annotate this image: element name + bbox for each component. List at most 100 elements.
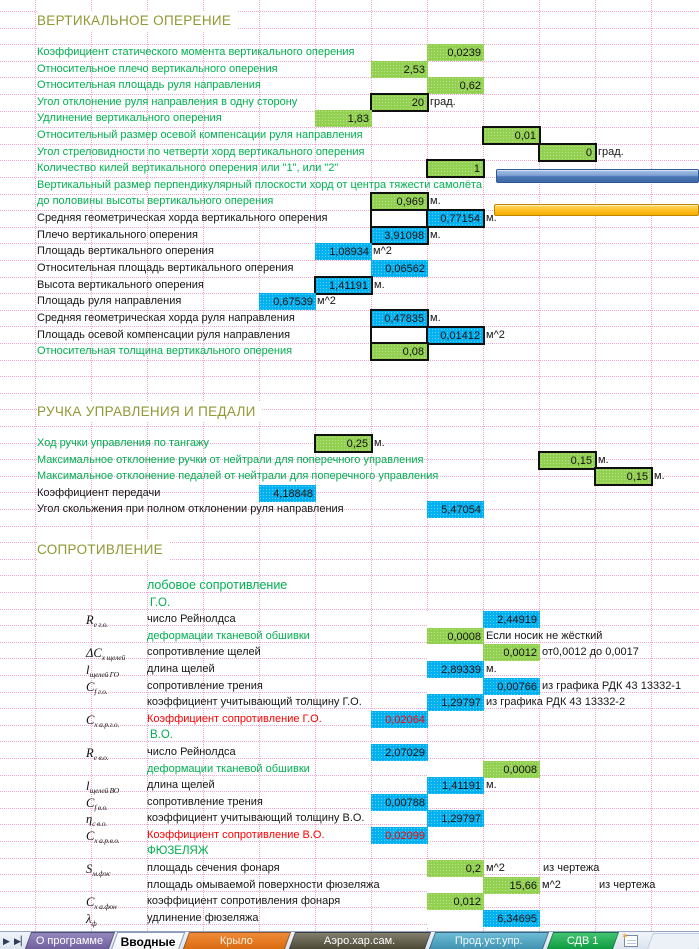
sheet-tab-крыло[interactable]: Крыло [182,932,292,949]
value-cell[interactable] [427,910,484,927]
gridline-horizontal [0,44,699,46]
formula-symbol: ηс в.о. [86,811,107,828]
gridline-horizontal [0,160,699,162]
row-label: Количество килей вертикального оперения … [37,162,339,174]
value-cell[interactable]: 0,15 [538,451,597,470]
value-cell[interactable]: 0,01412 [426,326,485,345]
subsection-heading: Г.О. [150,597,171,609]
value-cell[interactable]: 0,2 [427,860,484,877]
value-cell[interactable]: 2,89339 [427,661,484,678]
row-label: Угол отклонение руля направления в одну … [37,96,298,108]
value-cell[interactable]: 0,0239 [427,44,484,61]
value-cell[interactable]: 0,06562 [371,260,428,277]
value-cell[interactable]: 4,18848 [259,485,316,502]
value-cell[interactable] [427,644,484,661]
value-cell[interactable]: 2,53 [371,61,428,78]
value-cell[interactable]: 0,0008 [427,628,484,645]
gridline-vertical [427,0,428,931]
formula-symbol-subscript: х а.р.в.о. [94,836,120,845]
value-cell[interactable]: 0,0012 [483,644,540,661]
gridline-horizontal [0,193,699,195]
value-cell[interactable]: 20 [370,93,429,112]
value-cell[interactable] [427,877,484,894]
value-cell[interactable]: 0,08 [370,342,429,361]
value-cell[interactable]: 3,91098 [370,226,429,245]
gridline-horizontal [0,525,699,527]
value-cell[interactable]: 1,08934 [315,243,372,260]
value-cell[interactable]: 0,00788 [371,794,428,811]
row-label: Максимальное отклонение педалей от нейтр… [37,470,439,482]
formula-symbol: λф [86,911,97,928]
value-cell[interactable]: 1,41191 [427,777,484,794]
note-text: от0,0012 до 0,0017 [542,646,639,658]
gridline-horizontal [0,857,699,859]
row-label: Относительная площадь руля направления [37,79,261,91]
sheet-tab-о-программе[interactable]: О программе [24,932,116,949]
row-label: коэффициент учитывающий толщину Г.О. [147,696,362,708]
formula-symbol: lщелей ГО [86,662,119,679]
value-cell[interactable]: 0,012 [427,893,484,910]
tab-scroll-next-button[interactable]: ▶ [3,936,10,946]
formula-symbol: Cх а.р.г.о. [86,712,120,729]
value-cell[interactable]: 0,01 [482,126,541,145]
value-cell[interactable]: 0,969 [370,192,429,211]
gridline-horizontal [0,791,699,793]
insert-worksheet-button[interactable]: ✶ [621,931,638,947]
gridline-horizontal [0,741,699,743]
gridline-horizontal [0,691,699,693]
value-cell[interactable]: 0,0008 [483,761,540,778]
value-cell[interactable]: 0,00766 [483,678,540,695]
gridline-horizontal [0,608,699,610]
value-cell[interactable]: 1,83 [315,110,372,127]
gridline-vertical [259,0,260,931]
section-heading: ВЕРТИКАЛЬНОЕ ОПЕРЕНИЕ [37,11,238,31]
gridline-horizontal [0,824,699,826]
unit-label: град. [598,146,624,158]
value-cell[interactable]: 0,77154 [426,209,485,228]
value-cell[interactable]: 0,15 [594,467,653,486]
sheet-tab-прод-уст-упр-[interactable]: Прод.уст.упр. [428,932,550,949]
value-cell[interactable]: 1 [426,159,485,178]
value-cell[interactable]: 0,02064 [371,711,428,728]
unit-label: м^2 [317,295,336,307]
unit-label: м. [374,437,385,449]
sheet-tab-вводные[interactable]: Вводные [110,932,186,949]
sheet-tab-label: Прод.уст.упр. [454,935,523,947]
value-cell[interactable]: 2,44919 [483,611,540,628]
tab-scroll-last-button[interactable]: ▶▏ [14,936,28,946]
gridline-horizontal [0,94,699,95]
value-cell[interactable]: 0,67539 [259,293,316,310]
value-cell[interactable]: 0,62 [427,77,484,94]
formula-symbol-subscript: х а.р.г.о. [94,720,120,729]
gridline-horizontal [0,77,699,79]
value-cell[interactable]: 6,34695 [483,910,540,927]
value-cell[interactable]: 5,47054 [427,501,484,518]
formula-symbol-main: R [86,613,94,627]
subsection-heading: ФЮЗЕЛЯЖ [147,845,209,857]
slider-bar-orange[interactable] [494,204,699,216]
value-cell[interactable]: 0 [538,143,597,162]
gridline-horizontal [0,376,699,378]
sheet-tab-сдв-1[interactable]: СДВ 1 [546,932,620,949]
gridline-horizontal [0,210,699,212]
value-cell[interactable]: 1,41191 [314,276,373,295]
formula-symbol-main: λ [86,912,92,926]
value-cell[interactable]: 1,29797 [427,810,484,827]
value-cell[interactable]: 0,25 [314,434,373,453]
gridline-vertical [483,0,484,931]
subsection-heading: В.О. [150,729,174,741]
value-cell[interactable]: 15,66 [483,877,540,894]
value-cell[interactable]: 0,02099 [371,827,428,844]
row-label: Вертикальный размер перпендикулярный пло… [37,179,483,191]
value-cell[interactable] [427,678,484,695]
unit-label: м. [598,454,609,466]
slider-bar-blue[interactable] [496,169,699,183]
value-cell[interactable]: 2,07029 [371,744,428,761]
empty-tab-area [647,933,699,949]
sheet-tab-аэро-хар-сам-[interactable]: Аэро.хар.сам. [288,932,432,949]
row-label: Относительная площадь вертикального опер… [37,262,294,274]
value-cell[interactable] [427,761,484,778]
value-cell[interactable] [427,611,484,628]
value-cell[interactable]: 1,29797 [427,694,484,711]
